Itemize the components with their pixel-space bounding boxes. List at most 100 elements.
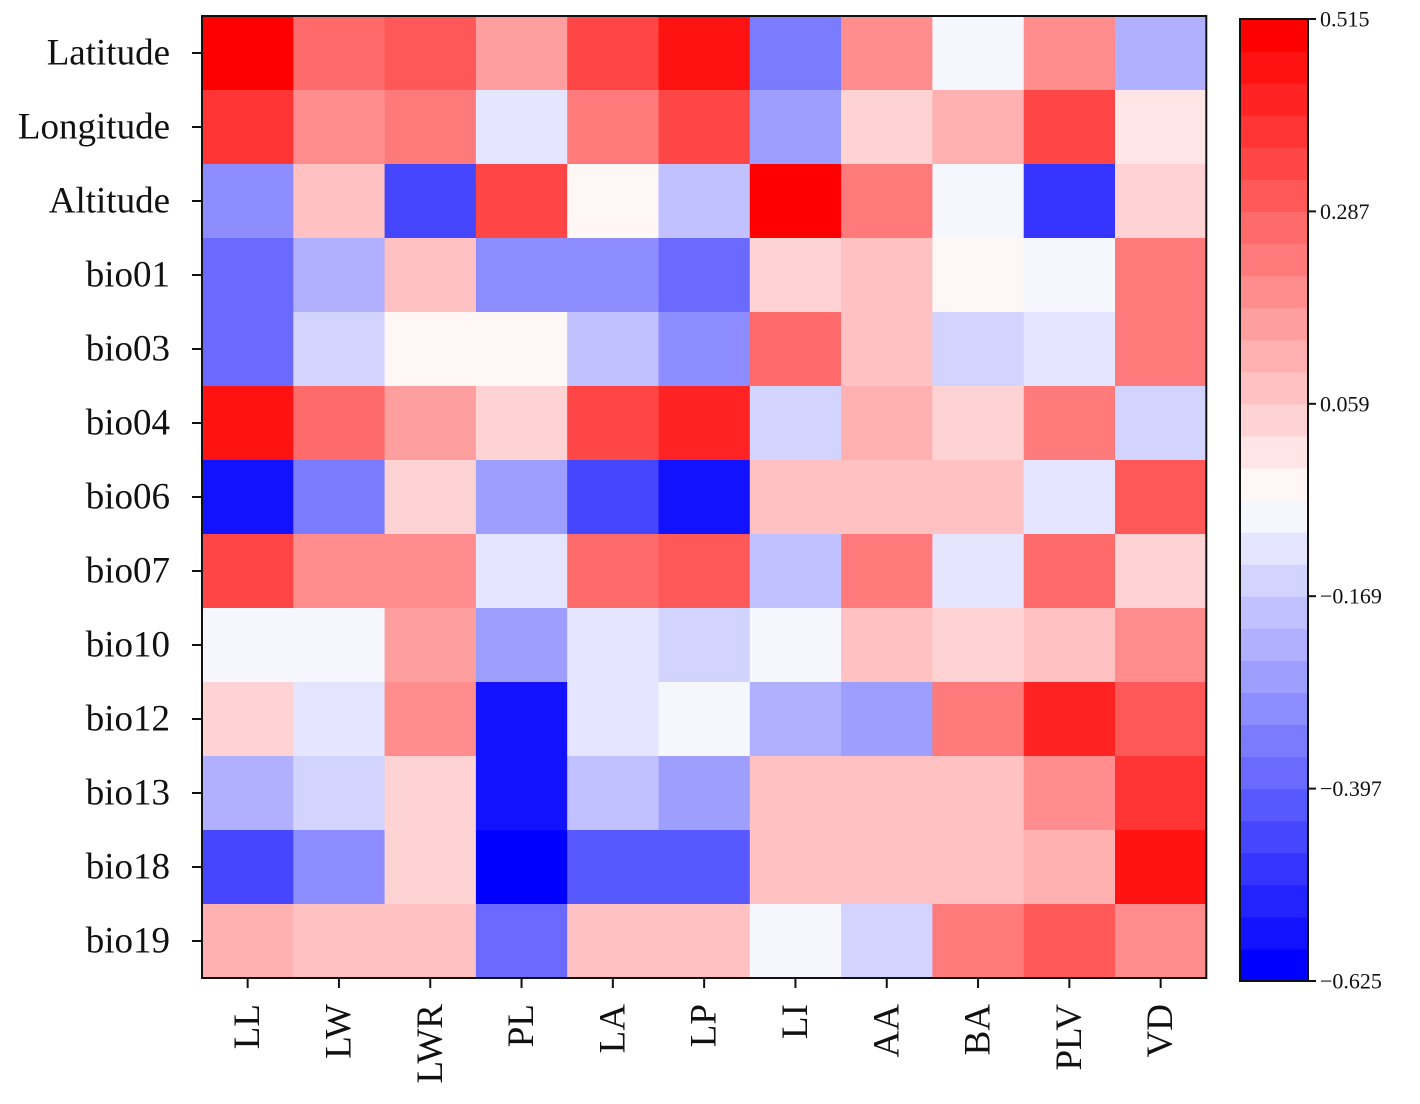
heatmap-cell [567, 238, 660, 313]
colorbar-segment [1240, 724, 1308, 758]
heatmap-cell [1023, 164, 1116, 239]
colorbar-segment [1240, 307, 1308, 341]
heatmap-cell [475, 238, 568, 313]
heatmap-cell [384, 460, 477, 535]
y-tick-label: bio07 [86, 551, 170, 592]
heatmap-cell [202, 534, 294, 609]
heatmap-cell [749, 312, 842, 387]
heatmap-cell [293, 534, 386, 609]
colorbar-segment [1240, 83, 1308, 116]
heatmap-cell [841, 682, 933, 757]
heatmap-cell [202, 238, 294, 313]
heatmap-cell [658, 682, 751, 757]
heatmap-cell [932, 756, 1025, 831]
colorbar-frame [1239, 18, 1309, 982]
heatmap-cell [658, 608, 751, 683]
heatmap-cell [475, 164, 568, 239]
heatmap-cell [841, 164, 933, 239]
heatmap-cell [658, 386, 751, 461]
x-tick-label: LA [592, 1004, 633, 1054]
heatmap-cell [475, 756, 568, 831]
y-tick-label: bio18 [86, 847, 170, 888]
heatmap-cell [1115, 90, 1207, 165]
heatmap-cell [202, 164, 294, 239]
heatmap-cell [932, 312, 1025, 387]
heatmap-cell [841, 90, 933, 165]
heatmap-cell [932, 90, 1025, 165]
y-tick-label: Longitude [18, 107, 170, 148]
heatmap-cell [932, 534, 1025, 609]
heatmap-cell [1023, 90, 1116, 165]
x-tick-label: LI [775, 1004, 816, 1039]
heatmap-cell [475, 90, 568, 165]
colorbar-segment [1240, 371, 1308, 405]
colorbar-segment [1240, 660, 1308, 693]
colorbar-segment [1240, 820, 1308, 854]
heatmap-cell [384, 904, 477, 979]
heatmap-cell [658, 904, 751, 979]
heatmap-cell [1115, 386, 1207, 461]
colorbar-segment [1240, 948, 1308, 982]
y-tick-label: Latitude [47, 33, 170, 74]
heatmap-cell [1115, 312, 1207, 387]
colorbar-segment [1240, 243, 1308, 277]
colorbar-segment [1240, 916, 1308, 950]
heatmap-cell [749, 460, 842, 535]
heatmap-cell [841, 312, 933, 387]
x-tick-label: VD [1140, 1004, 1181, 1057]
heatmap-cell [475, 534, 568, 609]
heatmap-cell [749, 238, 842, 313]
heatmap-cell [293, 164, 386, 239]
x-tick-label: LP [684, 1004, 725, 1047]
colorbar-segment [1240, 467, 1308, 501]
y-tick-label: bio03 [86, 329, 170, 370]
heatmap-cell [1023, 682, 1116, 757]
heatmap-cell [384, 164, 477, 239]
colorbar-tick-label: 0.515 [1320, 7, 1370, 32]
x-tick-label: PLV [1049, 1004, 1090, 1071]
heatmap-cell [658, 238, 751, 313]
heatmap-cell [384, 682, 477, 757]
colorbar-segment [1240, 692, 1308, 726]
colorbar-segment [1240, 756, 1308, 790]
heatmap-cell [658, 830, 751, 905]
heatmap-cell [384, 534, 477, 609]
heatmap-cell [841, 830, 933, 905]
y-tick-label: bio06 [86, 477, 170, 518]
heatmap-cell [293, 608, 386, 683]
heatmap-cell [1023, 830, 1116, 905]
heatmap-cell [749, 608, 842, 683]
colorbar-segment [1240, 596, 1308, 629]
heatmap-cell [475, 608, 568, 683]
heatmap-cell [841, 460, 933, 535]
y-tick-label: bio13 [86, 773, 170, 814]
heatmap-cell [1115, 682, 1207, 757]
heatmap-cell [293, 460, 386, 535]
heatmap-cell [202, 460, 294, 535]
y-axis: Latitude Longitude Altitude bio01 bio03 bio04… [18, 33, 202, 962]
x-tick-label: LWR [410, 1004, 451, 1084]
x-tick-label: BA [958, 1004, 999, 1056]
heatmap-cell [293, 16, 386, 91]
heatmap-cell [658, 460, 751, 535]
colorbar-segment [1240, 788, 1308, 822]
heatmap-cell [658, 534, 751, 609]
x-axis: LL LW LWR PL LA LP LI AA BA PLV VD [227, 978, 1181, 1083]
colorbar-tick-label: 0.287 [1320, 199, 1370, 224]
heatmap-cell [202, 830, 294, 905]
heatmap-cell [293, 312, 386, 387]
colorbar-segment [1240, 435, 1308, 469]
y-tick-label: bio04 [86, 403, 170, 444]
heatmap-cell [567, 90, 660, 165]
heatmap-cell [567, 756, 660, 831]
heatmap-cell [567, 312, 660, 387]
heatmap-cell [293, 830, 386, 905]
heatmap-cell [932, 682, 1025, 757]
heatmap-cell [932, 904, 1025, 979]
colorbar-segment [1240, 403, 1308, 437]
heatmap-cell [384, 386, 477, 461]
heatmap-cell [841, 534, 933, 609]
heatmap-cell [384, 238, 477, 313]
heatmap-cell [749, 830, 842, 905]
heatmap-cell [1115, 534, 1207, 609]
